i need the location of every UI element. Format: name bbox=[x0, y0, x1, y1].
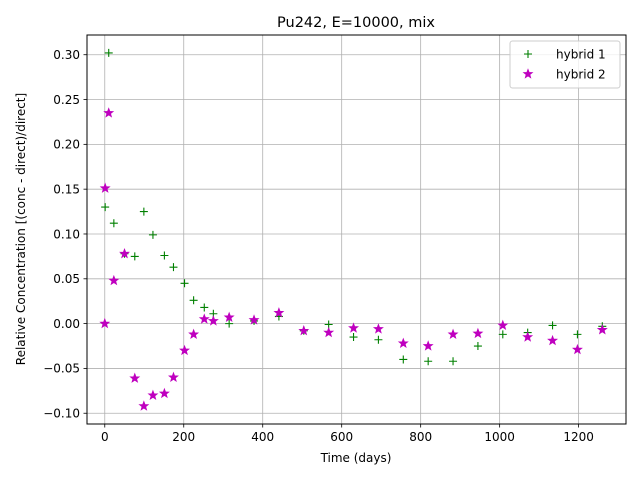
hybrid-2-point bbox=[298, 325, 310, 336]
hybrid-2-point bbox=[158, 387, 170, 399]
y-tick-label: 0.10 bbox=[53, 227, 80, 241]
x-tick-label: 1200 bbox=[563, 430, 594, 444]
hybrid-2-point bbox=[147, 389, 159, 400]
hybrid-2-point bbox=[397, 337, 409, 348]
hybrid-2-point bbox=[179, 344, 190, 356]
hybrid-1-point bbox=[548, 321, 557, 330]
y-tick-label: −0.10 bbox=[43, 407, 80, 421]
hybrid-2-point bbox=[108, 274, 120, 286]
hybrid-1-point bbox=[399, 355, 408, 364]
hybrid-2-point bbox=[119, 247, 130, 259]
hybrid-2-point bbox=[447, 328, 459, 340]
hybrid-2-point bbox=[372, 323, 384, 334]
chart-title: Pu242, E=10000, mix bbox=[277, 15, 435, 31]
hybrid-1-point bbox=[148, 230, 157, 239]
legend-label: hybrid 2 bbox=[556, 67, 606, 81]
hybrid-1-point bbox=[101, 203, 110, 212]
x-tick-label: 800 bbox=[409, 430, 432, 444]
x-axis: 0 200 400 600 800 1000 1200 bbox=[101, 424, 594, 444]
hybrid-2-point bbox=[571, 343, 583, 355]
y-tick-label: 0.25 bbox=[53, 93, 80, 107]
hybrid-2-point bbox=[348, 322, 359, 333]
x-axis-label: Time (days) bbox=[320, 451, 392, 465]
hybrid-1-point bbox=[104, 48, 113, 57]
y-tick-label: 0.15 bbox=[53, 182, 80, 196]
hybrid-1-point bbox=[189, 296, 198, 305]
hybrid-2-point bbox=[422, 340, 434, 351]
hybrid-2-point bbox=[207, 315, 219, 326]
hybrid-2-point bbox=[472, 327, 484, 339]
x-tick-label: 200 bbox=[172, 430, 195, 444]
hybrid-2-point bbox=[198, 313, 210, 324]
hybrid-2-point bbox=[547, 334, 559, 346]
legend: hybrid 1 hybrid 2 bbox=[509, 40, 621, 89]
hybrid-2-point bbox=[99, 317, 111, 329]
y-tick-label: 0.20 bbox=[53, 138, 80, 152]
hybrid-2-point bbox=[99, 182, 111, 193]
hybrid-1-point bbox=[160, 251, 169, 260]
hybrid-2-point bbox=[273, 307, 285, 318]
hybrid-1-point bbox=[498, 330, 507, 339]
hybrid-1-point bbox=[349, 333, 358, 342]
x-tick-label: 600 bbox=[330, 430, 353, 444]
legend-marker bbox=[522, 68, 534, 79]
hybrid-2-point bbox=[138, 400, 150, 411]
hybrid-2-point bbox=[223, 311, 235, 322]
y-tick-label: 0.05 bbox=[53, 272, 80, 286]
hybrid-1-point bbox=[374, 335, 383, 344]
hybrid-1-point bbox=[225, 319, 234, 328]
hybrid-2-point bbox=[596, 324, 608, 335]
hybrid-1-point bbox=[573, 330, 582, 339]
hybrid-1-point bbox=[169, 263, 178, 272]
hybrid-2-point bbox=[188, 328, 200, 340]
hybrid-1-point bbox=[473, 342, 482, 351]
hybrid-1-point bbox=[130, 252, 139, 261]
plot-frame bbox=[86, 34, 627, 425]
y-tick-label: 0.00 bbox=[53, 317, 80, 331]
hybrid-1-point bbox=[109, 219, 118, 228]
y-tick-label: 0.30 bbox=[53, 48, 80, 62]
y-tick-label: −0.05 bbox=[43, 362, 80, 376]
hybrid-1-point bbox=[424, 357, 433, 366]
x-tick-label: 400 bbox=[251, 430, 274, 444]
legend-label: hybrid 1 bbox=[556, 47, 606, 61]
hybrid-1-point bbox=[200, 303, 209, 312]
hybrid-1-point bbox=[139, 207, 148, 216]
hybrid-2-point bbox=[129, 372, 141, 383]
hybrid-1-point bbox=[449, 357, 458, 366]
hybrid-2-point bbox=[497, 319, 509, 331]
x-tick-label: 1000 bbox=[484, 430, 515, 444]
hybrid-1-point bbox=[180, 279, 189, 288]
y-axis: −0.10 −0.05 0.00 0.05 0.10 0.15 0.20 0.25 0.30 bbox=[43, 48, 87, 421]
legend-marker bbox=[524, 50, 532, 58]
hybrid-2-point bbox=[323, 326, 335, 338]
legend-box bbox=[509, 40, 621, 89]
hybrid-2-point bbox=[522, 331, 534, 342]
y-axis-label: Relative Concentration [(conc - direct)/… bbox=[14, 93, 28, 365]
hybrid-2-point bbox=[168, 371, 179, 383]
hybrid-2-point bbox=[103, 107, 115, 118]
hybrid-2-point bbox=[248, 314, 260, 325]
grid-lines bbox=[87, 35, 626, 424]
x-tick-label: 0 bbox=[101, 430, 109, 444]
data-points bbox=[99, 48, 608, 411]
